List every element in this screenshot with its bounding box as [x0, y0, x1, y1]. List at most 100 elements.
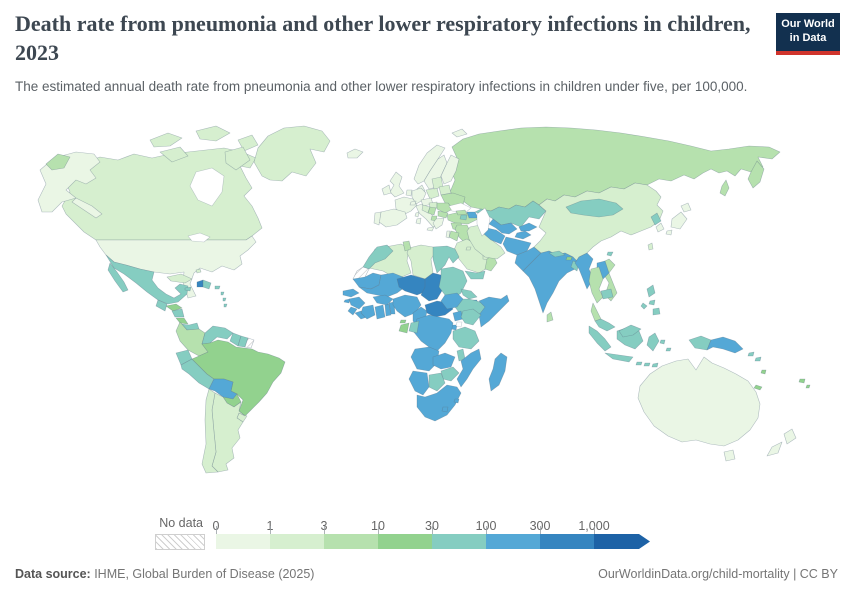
country-azerbaijan[interactable]: [466, 211, 479, 219]
country-guinea[interactable]: [348, 296, 366, 310]
country-democratic-republic-of-congo[interactable]: [412, 314, 454, 352]
country-cote-divoire[interactable]: [360, 304, 376, 320]
country-portugal[interactable]: [373, 211, 382, 226]
country-kuwait[interactable]: [465, 246, 472, 251]
country-afghanistan[interactable]: [502, 236, 532, 256]
country-namibia[interactable]: [408, 370, 430, 396]
country-honduras[interactable]: [165, 303, 183, 312]
country-thailand[interactable]: [590, 302, 602, 322]
country-india[interactable]: [522, 250, 580, 314]
country-solomon-islands[interactable]: [747, 351, 755, 357]
country-australia[interactable]: [723, 449, 736, 462]
country-philippines[interactable]: [646, 284, 656, 298]
country-zambia[interactable]: [432, 352, 456, 370]
country-equatorial-guinea[interactable]: [399, 319, 407, 324]
legend-bin-0–1[interactable]: [216, 534, 270, 549]
country-mexico[interactable]: [107, 262, 129, 293]
country-timor-leste[interactable]: [651, 362, 659, 368]
country-iceland[interactable]: [346, 148, 364, 159]
country-romania[interactable]: [436, 202, 454, 214]
country-cuba[interactable]: [166, 273, 193, 284]
country-greenland[interactable]: [253, 125, 331, 182]
country-canada[interactable]: [149, 132, 183, 148]
country-indonesia[interactable]: [604, 352, 634, 363]
country-russia[interactable]: [747, 160, 765, 189]
country-eswatini[interactable]: [453, 398, 460, 404]
country-sri-lanka[interactable]: [546, 311, 554, 323]
country-haiti[interactable]: [196, 279, 204, 288]
country-french-guiana[interactable]: [244, 337, 255, 349]
country-guinea-bissau[interactable]: [343, 298, 351, 304]
country-united-kingdom[interactable]: [389, 171, 405, 198]
country-hainan[interactable]: [606, 251, 614, 257]
country-australia[interactable]: [637, 356, 761, 447]
country-indonesia[interactable]: [665, 347, 672, 352]
country-new-caledonia[interactable]: [753, 384, 763, 391]
country-malaysia[interactable]: [594, 318, 616, 332]
country-kyrgyzstan[interactable]: [518, 222, 538, 232]
country-italy[interactable]: [415, 217, 422, 225]
country-indonesia[interactable]: [643, 362, 651, 367]
country-botswana[interactable]: [428, 372, 446, 392]
country-nicaragua[interactable]: [171, 308, 185, 318]
country-taiwan[interactable]: [647, 242, 654, 251]
country-senegal[interactable]: [342, 288, 360, 298]
country-finland[interactable]: [440, 154, 460, 185]
country-israel[interactable]: [445, 230, 451, 239]
legend-bin-30–100[interactable]: [432, 534, 486, 549]
country-italy[interactable]: [414, 211, 420, 218]
country-brazil[interactable]: [191, 339, 286, 417]
country-fiji[interactable]: [798, 378, 806, 384]
country-italy[interactable]: [426, 226, 435, 232]
country-russia[interactable]: [719, 179, 730, 197]
country-chile[interactable]: [201, 388, 219, 474]
country-chad[interactable]: [420, 272, 444, 302]
country-nepal[interactable]: [548, 250, 566, 258]
country-tanzania[interactable]: [452, 326, 480, 350]
country-tajikistan[interactable]: [514, 230, 532, 240]
country-greece[interactable]: [432, 217, 445, 230]
country-somalia[interactable]: [478, 294, 510, 328]
country-burkina-faso[interactable]: [372, 294, 394, 306]
country-vanuatu[interactable]: [760, 369, 767, 375]
country-lesser-antilles[interactable]: [223, 303, 228, 308]
country-new-zealand[interactable]: [783, 428, 797, 445]
owid-logo[interactable]: Our World in Data: [776, 13, 840, 55]
country-libya[interactable]: [406, 244, 436, 280]
country-poland[interactable]: [425, 187, 440, 200]
legend-bin-1–3[interactable]: [270, 534, 324, 549]
country-indonesia[interactable]: [588, 325, 612, 352]
country-switzerland[interactable]: [409, 200, 417, 206]
legend-bin-100–300[interactable]: [486, 534, 540, 549]
country-belarus[interactable]: [438, 184, 452, 196]
country-congo[interactable]: [408, 320, 420, 334]
country-japan[interactable]: [670, 211, 688, 230]
country-lesser-antilles[interactable]: [220, 291, 225, 296]
country-bahamas[interactable]: [195, 268, 202, 274]
country-bhutan[interactable]: [565, 256, 573, 261]
country-south-korea[interactable]: [655, 222, 665, 233]
country-solomon-islands[interactable]: [754, 356, 762, 362]
country-canada[interactable]: [224, 146, 251, 171]
country-fiji[interactable]: [805, 384, 811, 389]
country-angola[interactable]: [410, 346, 440, 372]
country-zimbabwe[interactable]: [440, 366, 460, 382]
country-egypt[interactable]: [432, 245, 460, 274]
country-malaysia[interactable]: [618, 324, 642, 338]
country-mongolia[interactable]: [565, 198, 624, 218]
country-lesser-antilles[interactable]: [222, 297, 227, 302]
country-armenia[interactable]: [459, 214, 468, 221]
country-lesser-antilles[interactable]: [214, 285, 221, 290]
country-mexico[interactable]: [105, 254, 189, 305]
country-indonesia[interactable]: [646, 332, 660, 352]
legend-bin-1,000+[interactable]: [594, 534, 650, 549]
country-canada[interactable]: [159, 146, 189, 163]
country-sierra-leone[interactable]: [347, 306, 358, 316]
country-venezuela[interactable]: [201, 325, 234, 345]
country-kenya[interactable]: [460, 308, 482, 326]
country-bulgaria[interactable]: [437, 210, 449, 219]
country-ghana[interactable]: [374, 304, 386, 320]
country-madagascar[interactable]: [488, 352, 508, 392]
country-japan[interactable]: [665, 229, 673, 236]
